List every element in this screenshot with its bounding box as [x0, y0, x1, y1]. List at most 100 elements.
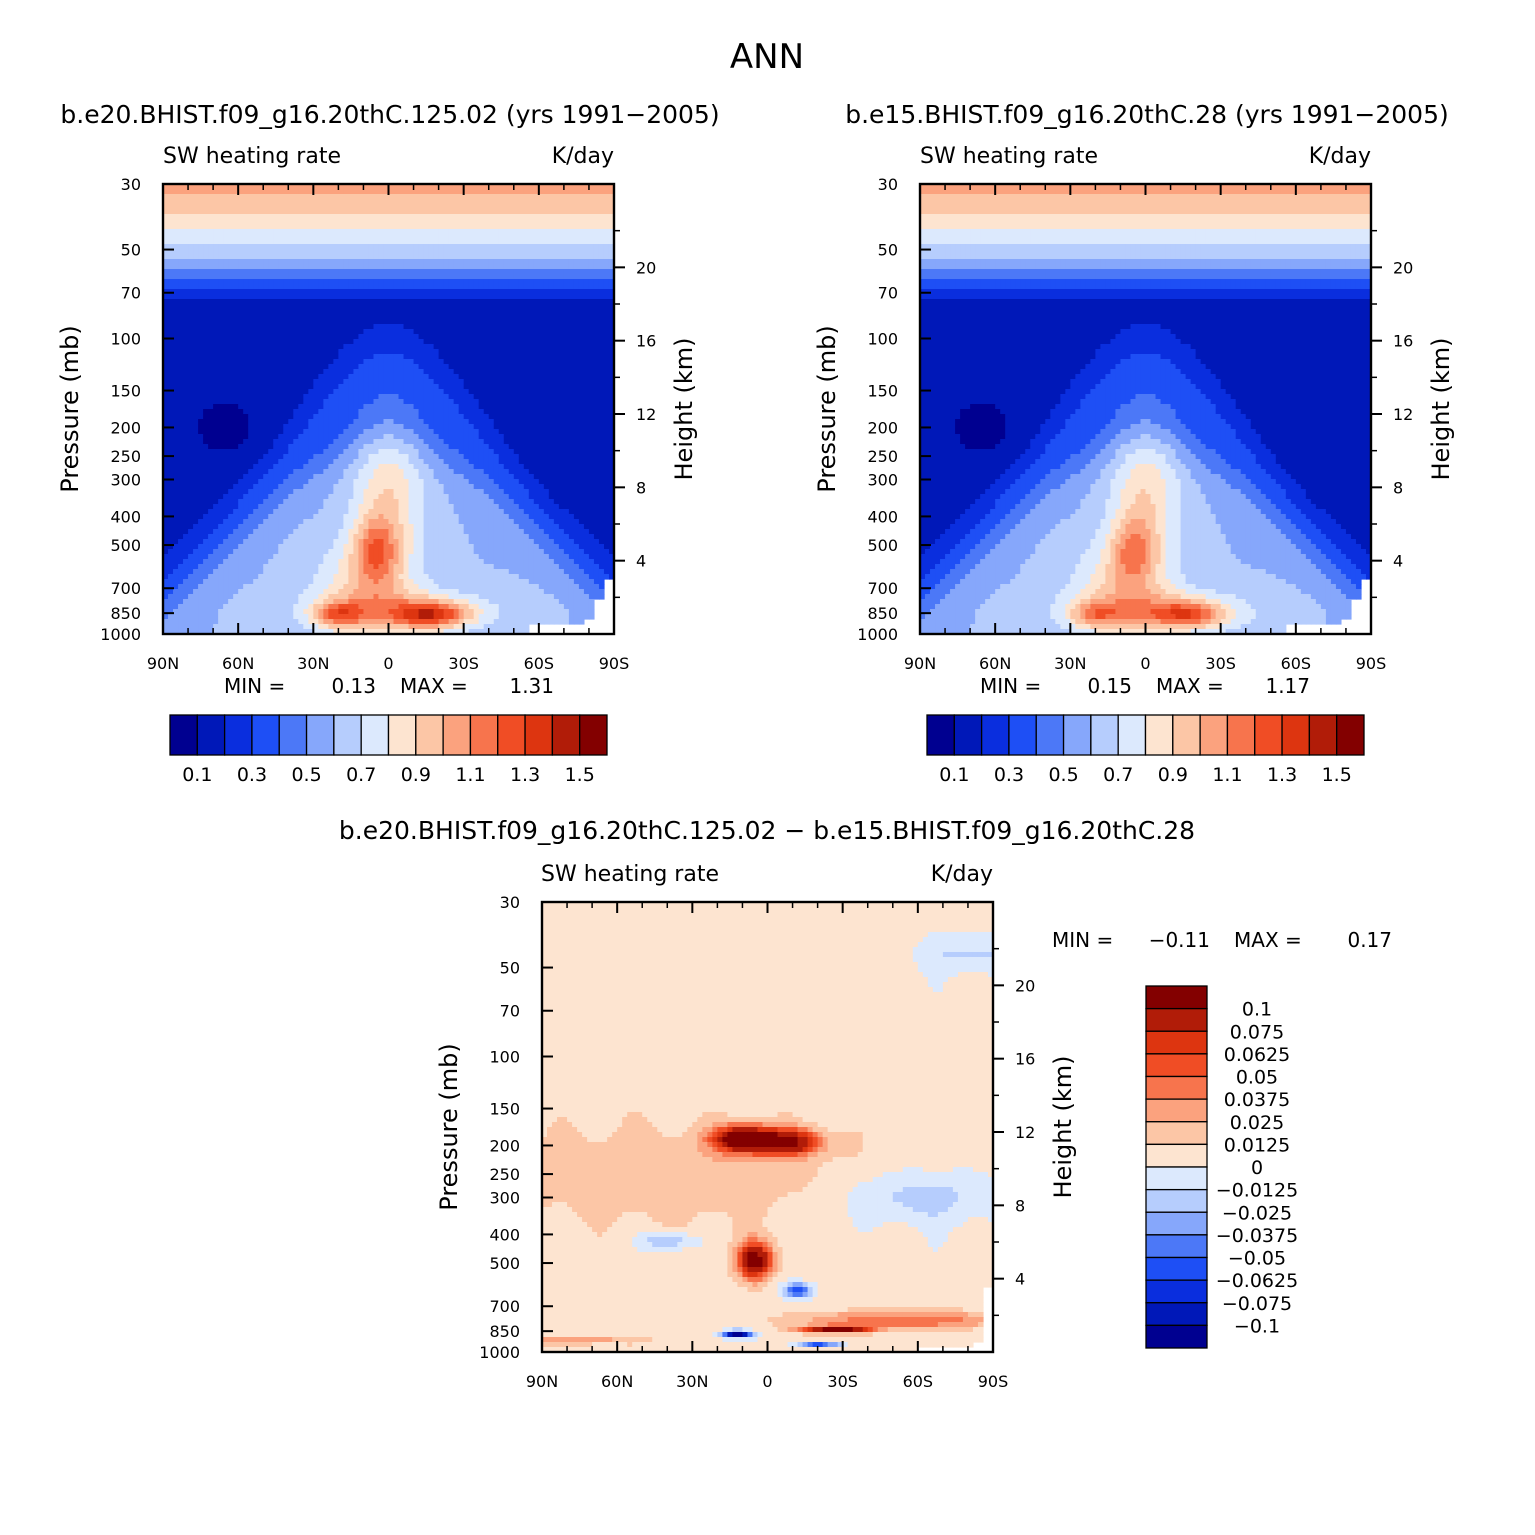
heatmap-cell: [168, 279, 174, 285]
heatmap-cell: [544, 384, 550, 390]
heatmap-cell: [198, 364, 204, 370]
heatmap-cell: [444, 199, 450, 205]
heatmap-cell: [238, 214, 244, 220]
heatmap-cell: [313, 269, 319, 275]
heatmap-cell: [454, 319, 460, 325]
heatmap-cell: [168, 284, 174, 290]
heatmap-cell: [348, 239, 354, 245]
heatmap-cell: [399, 374, 405, 380]
heatmap-cell: [293, 404, 299, 410]
heatmap-cell: [524, 359, 530, 365]
heatmap-cell: [168, 264, 174, 270]
heatmap-cell: [328, 239, 334, 245]
heatmap-cell: [273, 384, 279, 390]
heatmap-cell: [318, 459, 324, 465]
heatmap-cell: [549, 209, 555, 215]
heatmap-cell: [474, 234, 480, 240]
heatmap-cell: [193, 359, 199, 365]
heatmap-cell: [404, 259, 410, 265]
heatmap-cell: [444, 339, 450, 345]
heatmap-cell: [233, 239, 239, 245]
heatmap-cell: [328, 294, 334, 300]
heatmap-cell: [293, 219, 299, 225]
heatmap-cell: [383, 214, 389, 220]
heatmap-cell: [308, 299, 314, 305]
heatmap-cell: [464, 254, 470, 260]
heatmap-cell: [594, 449, 600, 455]
heatmap-cell: [228, 344, 234, 350]
heatmap-cell: [378, 354, 384, 360]
heatmap-cell: [323, 309, 329, 315]
heatmap-cell: [323, 449, 329, 455]
heatmap-cell: [534, 439, 540, 445]
heatmap-cell: [569, 284, 575, 290]
heatmap-cell: [228, 379, 234, 385]
heatmap-cell: [303, 364, 309, 370]
heatmap-cell: [373, 314, 379, 320]
heatmap-cell: [424, 234, 430, 240]
heatmap-cell: [378, 224, 384, 230]
heatmap-cell: [559, 324, 565, 330]
heatmap-cell: [308, 269, 314, 275]
heatmap-cell: [203, 264, 209, 270]
heatmap-cell: [188, 309, 194, 315]
heatmap-cell: [313, 204, 319, 210]
heatmap-cell: [333, 384, 339, 390]
heatmap-cell: [298, 239, 304, 245]
heatmap-cell: [534, 294, 540, 300]
heatmap-cell: [419, 314, 425, 320]
heatmap-cell: [579, 374, 585, 380]
heatmap-cell: [343, 394, 349, 400]
heatmap-cell: [318, 219, 324, 225]
heatmap-cell: [198, 344, 204, 350]
heatmap-cell: [228, 394, 234, 400]
heatmap-cell: [514, 349, 520, 355]
heatmap-cell: [584, 249, 590, 255]
heatmap-cell: [389, 374, 395, 380]
heatmap-cell: [243, 194, 249, 200]
heatmap-cell: [258, 239, 264, 245]
heatmap-cell: [323, 249, 329, 255]
heatmap-cell: [534, 359, 540, 365]
heatmap-cell: [524, 224, 530, 230]
heatmap-cell: [318, 304, 324, 310]
heatmap-cell: [318, 409, 324, 415]
heatmap-cell: [278, 404, 284, 410]
heatmap-cell: [193, 439, 199, 445]
heatmap-cell: [188, 364, 194, 370]
heatmap-cell: [554, 349, 560, 355]
heatmap-cell: [579, 454, 585, 460]
heatmap-cell: [594, 214, 600, 220]
heatmap-cell: [268, 279, 274, 285]
heatmap-cell: [378, 264, 384, 270]
heatmap-cell: [278, 289, 284, 295]
heatmap-cell: [584, 294, 590, 300]
heatmap-cell: [404, 284, 410, 290]
heatmap-cell: [378, 289, 384, 295]
heatmap-cell: [454, 259, 460, 265]
heatmap-cell: [288, 214, 294, 220]
heatmap-cell: [459, 449, 465, 455]
heatmap-cell: [338, 264, 344, 270]
heatmap-cell: [248, 339, 254, 345]
heatmap-cell: [313, 399, 319, 405]
heatmap-cell: [223, 229, 229, 235]
heatmap-cell: [268, 234, 274, 240]
heatmap-cell: [479, 314, 485, 320]
heatmap-cell: [409, 414, 415, 420]
heatmap-cell: [318, 379, 324, 385]
heatmap-cell: [594, 429, 600, 435]
heatmap-cell: [539, 349, 545, 355]
heatmap-cell: [278, 204, 284, 210]
heatmap-cell: [534, 324, 540, 330]
heatmap-cell: [348, 414, 354, 420]
heatmap-cell: [228, 309, 234, 315]
heatmap-cell: [419, 439, 425, 445]
heatmap-cell: [378, 319, 384, 325]
heatmap-cell: [594, 384, 600, 390]
heatmap-cell: [258, 249, 264, 255]
heatmap-cell: [168, 209, 174, 215]
heatmap-cell: [414, 349, 420, 355]
heatmap-cell: [414, 359, 420, 365]
heatmap-cell: [183, 399, 189, 405]
